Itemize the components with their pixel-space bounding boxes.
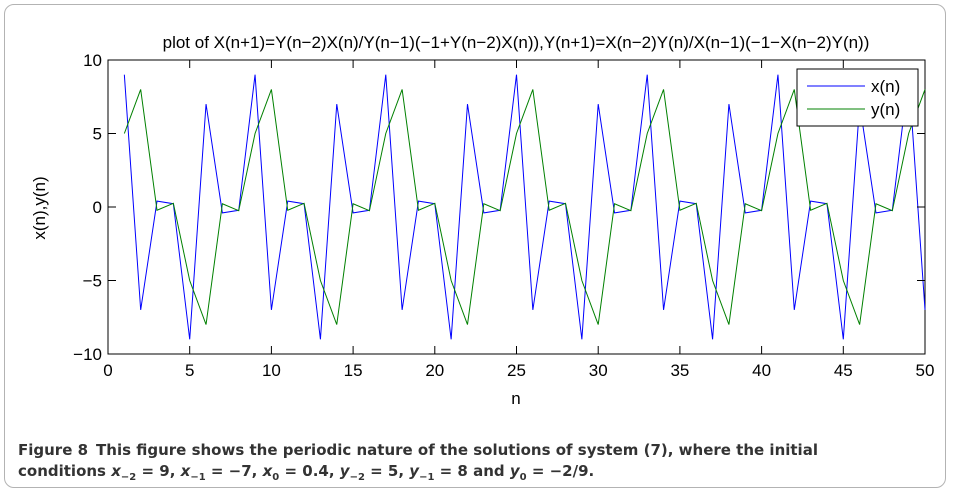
legend-label: y(n)	[871, 100, 900, 119]
chart-title: plot of X(n+1)=Y(n−2)X(n)/Y(n−1)(−1+Y(n−…	[163, 33, 870, 52]
initial-conditions: x−2 = 9, x−1 = −7, x0 = 0.4, y−2 = 5, y−…	[111, 462, 595, 483]
x-tick-label: 10	[262, 361, 281, 380]
caption-line-2: conditions x−2 = 9, x−1 = −7, x0 = 0.4, …	[18, 461, 938, 483]
axes-box	[107, 59, 926, 355]
caption-conditions-label: conditions	[18, 462, 106, 480]
x-tick-label: 15	[344, 361, 363, 380]
legend-label: x(n)	[871, 77, 900, 96]
initial-condition: y−1 = 8 and	[409, 462, 510, 483]
x-tick-label: 0	[103, 361, 112, 380]
caption-text: This figure shows the periodic nature of…	[96, 441, 818, 459]
x-tick-label: 5	[185, 361, 194, 380]
y-tick-label: 10	[83, 51, 102, 70]
series-line-y(n)	[123, 89, 926, 325]
figure-label: Figure 8	[18, 441, 89, 459]
x-tick-label: 50	[916, 361, 935, 380]
x-tick-label: 45	[834, 361, 853, 380]
figure-caption: Figure 8 This figure shows the periodic n…	[18, 440, 938, 483]
initial-condition: y−2 = 5,	[339, 462, 410, 483]
x-tick-label: 25	[507, 361, 526, 380]
legend-box	[796, 68, 919, 127]
initial-condition: x−2 = 9,	[111, 462, 181, 483]
line-chart: plot of X(n+1)=Y(n−2)X(n)/Y(n−1)(−1+Y(n−…	[30, 33, 934, 408]
series-line-x(n)	[123, 74, 926, 340]
caption-line-1: Figure 8 This figure shows the periodic n…	[18, 440, 938, 461]
x-tick-label: 30	[589, 361, 608, 380]
y-axis-label: x(n),y(n)	[30, 176, 49, 239]
initial-condition: y0 = −2/9.	[509, 462, 595, 483]
initial-condition: x−1 = −7,	[180, 462, 263, 483]
y-tick-label: 5	[93, 125, 102, 144]
x-axis-label: n	[511, 389, 520, 408]
y-tick-label: −5	[83, 272, 102, 291]
plot-area: 0 5 10 15 20 25 30 35 40 45 50 −10 −5 0 5 10 x(n) y(n)	[73, 51, 934, 380]
x-tick-label: 35	[670, 361, 689, 380]
initial-condition: x0 = 0.4,	[262, 462, 340, 483]
y-tick-label: 0	[93, 198, 102, 217]
x-tick-label: 40	[752, 361, 771, 380]
x-tick-label: 20	[425, 361, 444, 380]
y-tick-label: −10	[73, 345, 102, 364]
